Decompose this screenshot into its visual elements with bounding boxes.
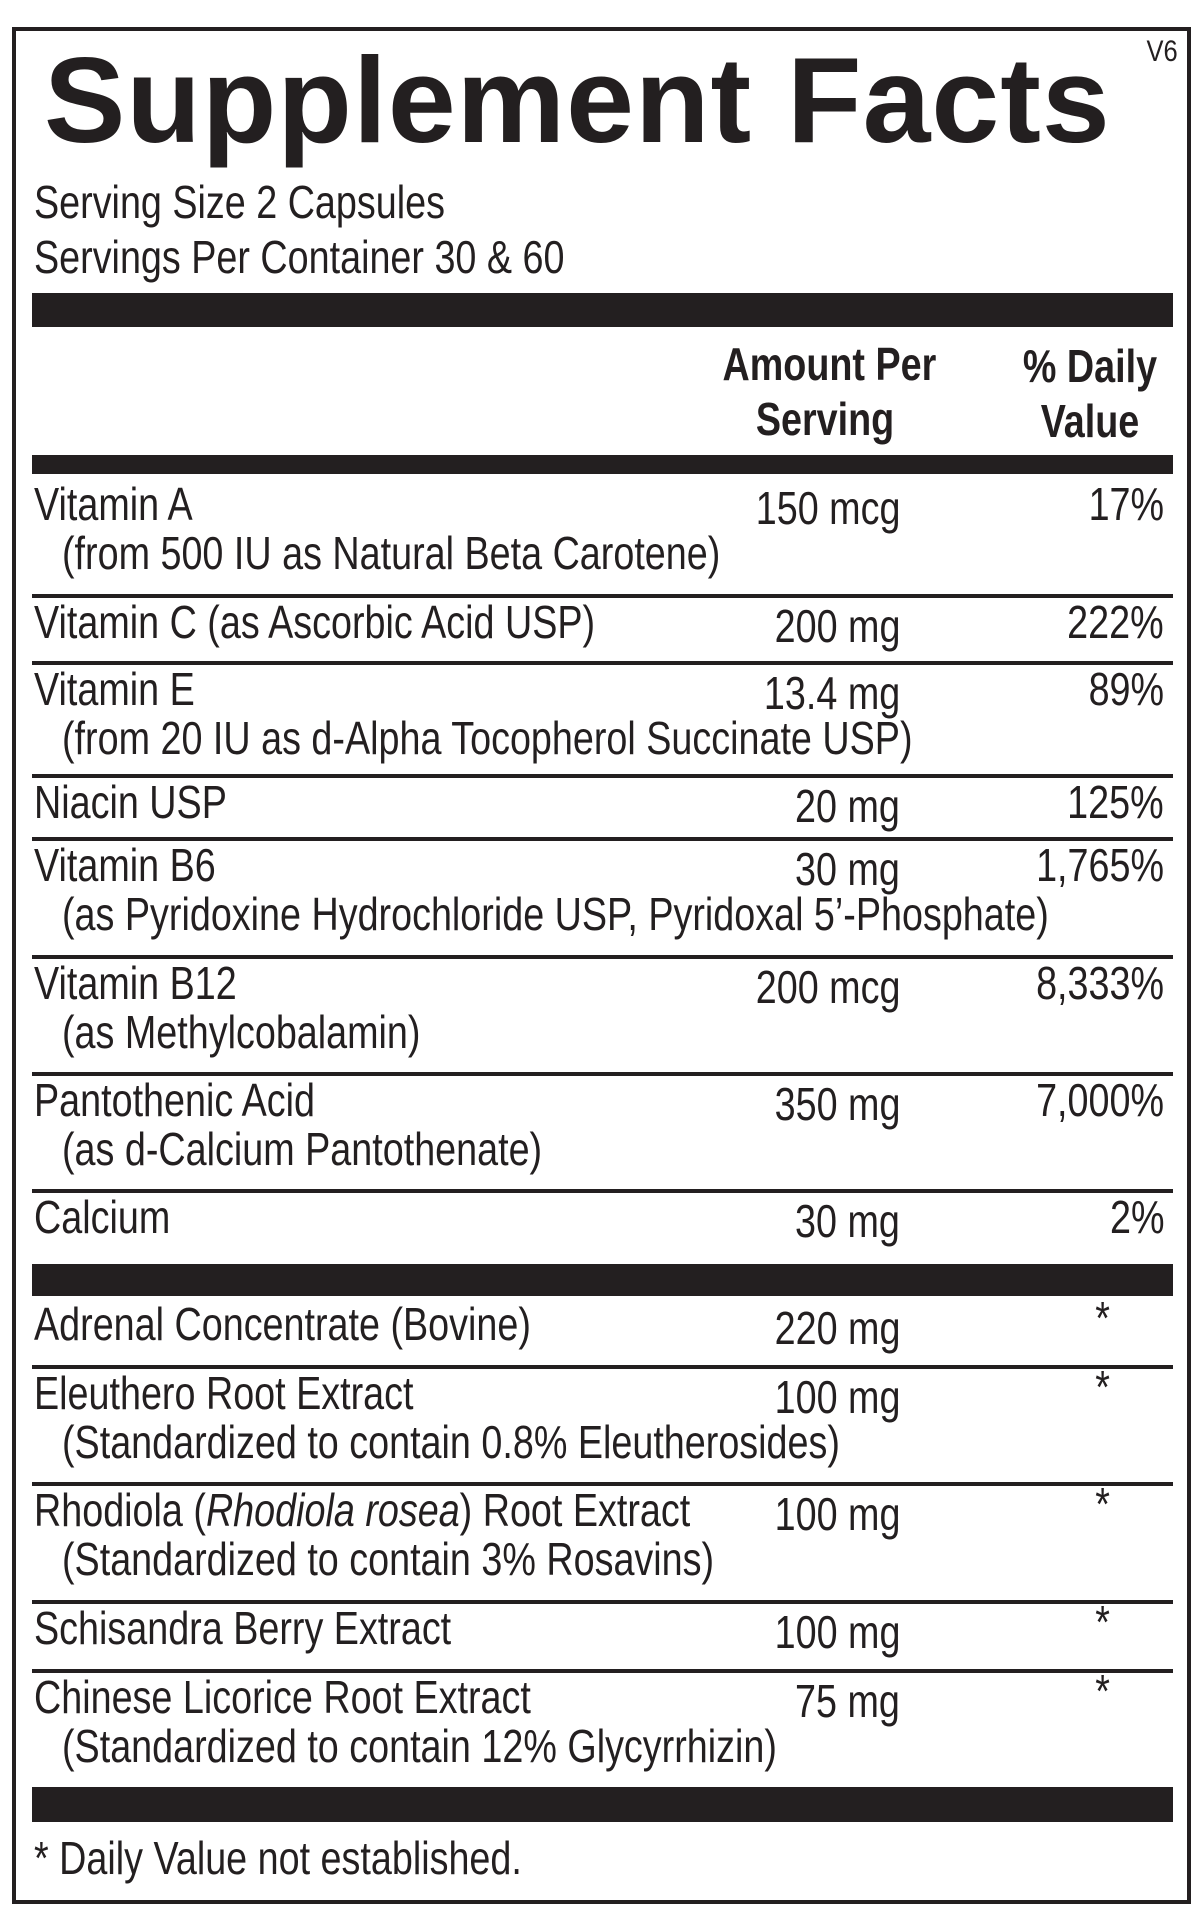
ingredient-name: Eleuthero Root Extract [34, 1367, 414, 1419]
amount-per-serving: 75 mg [795, 1675, 900, 1727]
row-divider [32, 1669, 1173, 1673]
bottom-divider [32, 1787, 1173, 1822]
amount-per-serving: 13.4 mg [763, 667, 900, 719]
row-divider [32, 1482, 1173, 1486]
ingredient-source: (as Methylcobalamin) [62, 1006, 421, 1058]
dv-header-line1: % Daily [1022, 340, 1158, 392]
amount-per-serving: 100 mg [774, 1371, 900, 1423]
section-divider [32, 1264, 1173, 1296]
amount-per-serving: 220 mg [774, 1302, 900, 1354]
ingredient-source: (as d-Calcium Pantothenate) [62, 1123, 543, 1175]
ingredient-source: (from 20 IU as d-Alpha Tocopherol Succin… [62, 712, 913, 764]
ingredient-name: Vitamin E [34, 663, 195, 715]
ingredient-name: Vitamin C (as Ascorbic Acid USP) [34, 596, 596, 648]
amount-header-line2: Serving [755, 393, 895, 445]
daily-value: 89% [1088, 663, 1164, 715]
version-code: V6 [1146, 35, 1178, 68]
amount-per-serving: 200 mg [774, 600, 900, 652]
ingredient-name-part: ) Root Extract [459, 1484, 691, 1536]
row-divider [32, 1600, 1173, 1604]
row-divider [32, 955, 1173, 959]
daily-value: * [1095, 1478, 1110, 1530]
daily-value: 7,000% [1036, 1074, 1164, 1126]
servings-per-container: Servings Per Container 30 & 60 [34, 231, 565, 283]
ingredient-name: Schisandra Berry Extract [34, 1602, 452, 1654]
amount-per-serving: 20 mg [795, 780, 900, 832]
row-divider [32, 1365, 1173, 1369]
daily-value: * [1095, 1665, 1110, 1717]
amount-per-serving: 100 mg [774, 1606, 900, 1658]
ingredient-name: Pantothenic Acid [34, 1074, 316, 1126]
dv-header-line2: Value [1040, 395, 1140, 447]
ingredient-name: Chinese Licorice Root Extract [34, 1671, 531, 1723]
row-divider [32, 1072, 1173, 1076]
ingredient-name: Vitamin B6 [34, 839, 216, 891]
daily-value: 125% [1067, 776, 1164, 828]
row-divider [32, 774, 1173, 778]
amount-per-serving: 200 mcg [755, 961, 900, 1013]
ingredient-name: Calcium [34, 1191, 171, 1243]
amount-header-line1: Amount Per [722, 338, 937, 390]
daily-value: 17% [1088, 478, 1164, 530]
thick-divider [32, 293, 1173, 327]
daily-value: 8,333% [1036, 957, 1164, 1009]
ingredient-source: (Standardized to contain 12% Glycyrrhizi… [62, 1720, 777, 1772]
ingredient-source: (as Pyridoxine Hydrochloride USP, Pyrido… [62, 888, 1049, 940]
daily-value: 222% [1067, 596, 1164, 648]
serving-size: Serving Size 2 Capsules [34, 176, 445, 228]
ingredient-name: Rhodiola (Rhodiola rosea) Root Extract [34, 1486, 690, 1535]
amount-per-serving: 150 mcg [755, 482, 900, 534]
ingredient-source: (from 500 IU as Natural Beta Carotene) [62, 527, 721, 579]
daily-value: * [1095, 1361, 1110, 1413]
amount-per-serving: 100 mg [774, 1488, 900, 1540]
ingredient-name-part: Rhodiola ( [34, 1484, 206, 1536]
amount-per-serving: 30 mg [795, 1195, 900, 1247]
daily-value: * [1095, 1292, 1110, 1344]
ingredient-name: Adrenal Concentrate (Bovine) [34, 1298, 531, 1350]
amount-per-serving: 350 mg [774, 1078, 900, 1130]
row-divider [32, 661, 1173, 665]
ingredient-source: (Standardized to contain 3% Rosavins) [62, 1533, 715, 1585]
amount-per-serving: 30 mg [795, 843, 900, 895]
row-divider [32, 594, 1173, 598]
row-divider [32, 837, 1173, 841]
daily-value: 1,765% [1036, 839, 1164, 891]
ingredient-name: Vitamin B12 [34, 957, 237, 1009]
ingredient-name: Vitamin A [34, 478, 193, 530]
ingredient-latin-name: Rhodiola rosea [205, 1484, 460, 1536]
daily-value: * [1095, 1596, 1110, 1648]
daily-value: 2% [1109, 1191, 1164, 1243]
label-frame [12, 27, 1191, 1904]
ingredient-source: (Standardized to contain 0.8% Eleutheros… [62, 1416, 840, 1468]
row-divider [32, 1189, 1173, 1193]
ingredient-name: Niacin USP [34, 776, 227, 828]
header-divider [32, 455, 1173, 474]
footnote: * Daily Value not established. [34, 1832, 522, 1884]
label-title: Supplement Facts [44, 32, 1111, 168]
